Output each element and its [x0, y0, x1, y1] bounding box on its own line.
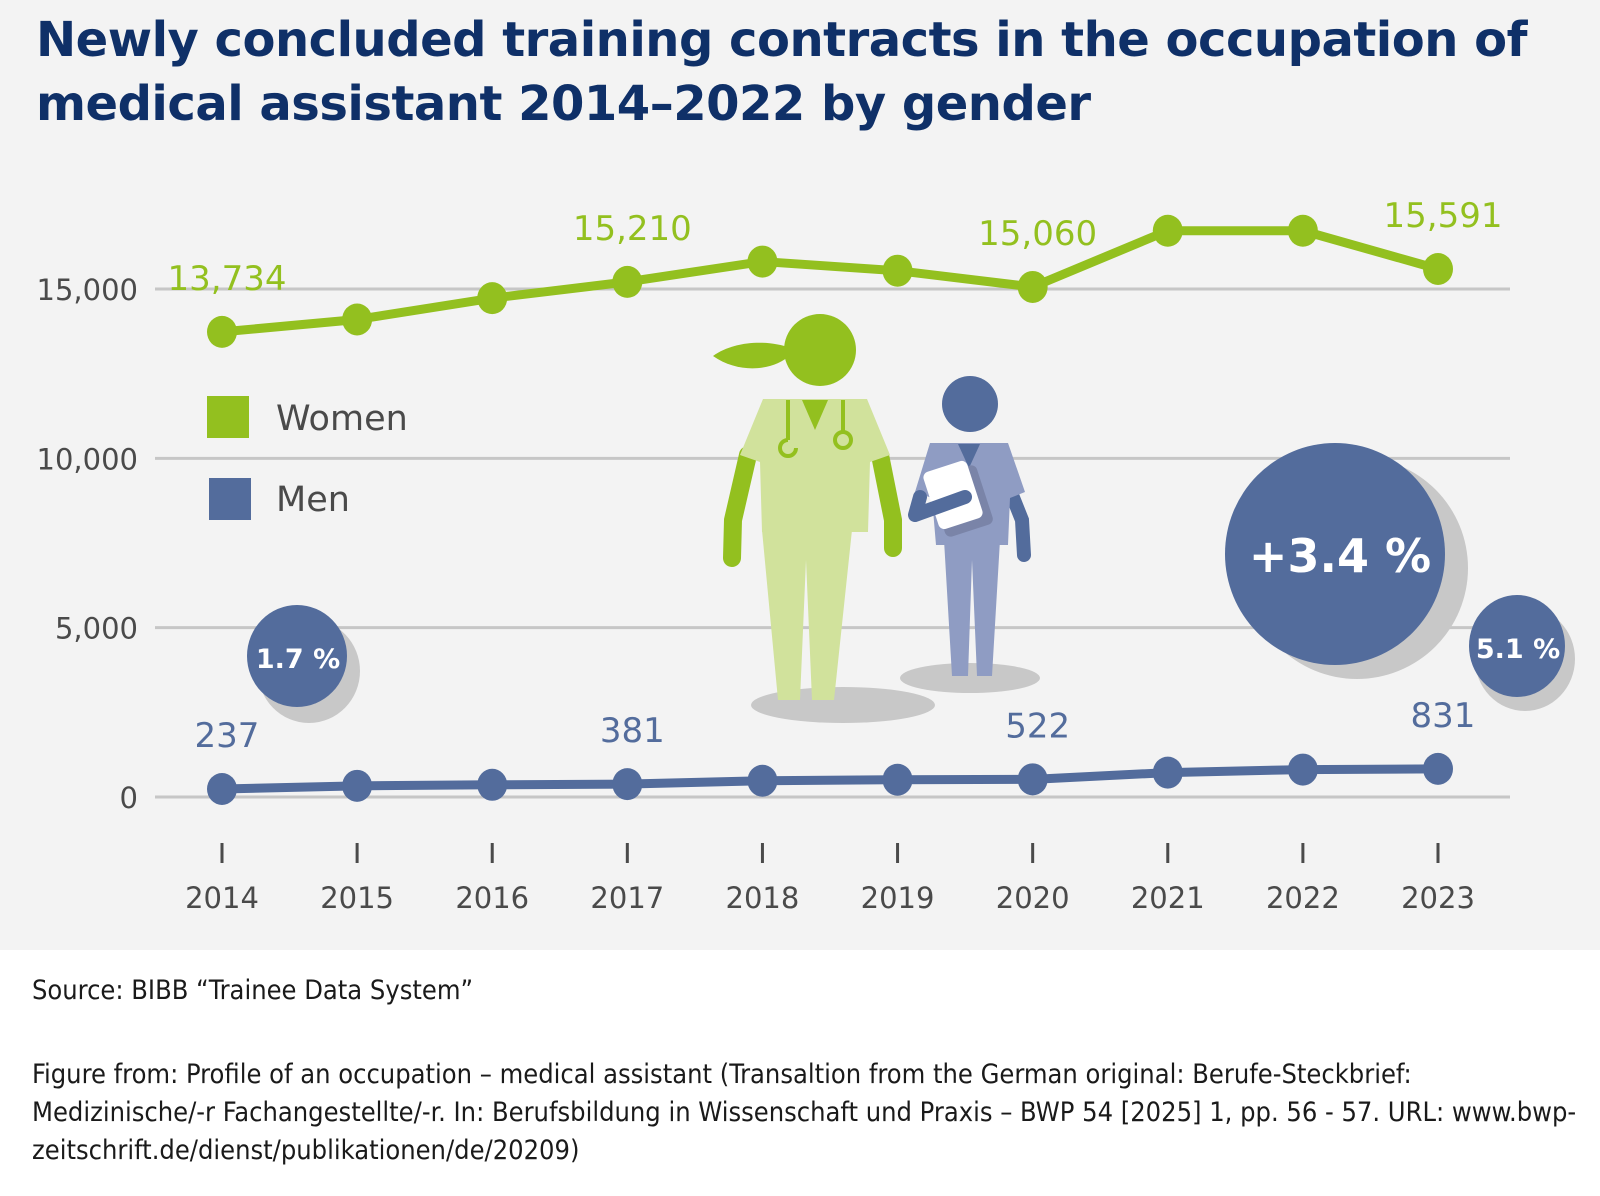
data-point-men — [747, 764, 778, 797]
data-label-men: 381 — [600, 711, 665, 751]
legend-label-women: Women — [276, 399, 408, 439]
bubble-circle — [247, 605, 347, 707]
change-bubble-total: +3.4 % — [1225, 443, 1468, 679]
data-point-women — [1152, 214, 1183, 247]
female-head — [784, 314, 856, 386]
data-label-men: 522 — [1005, 706, 1070, 746]
data-point-men — [1287, 753, 1318, 786]
x-tick-label: 2020 — [996, 881, 1070, 915]
female-scrub-top — [740, 399, 890, 532]
data-point-women — [1017, 270, 1048, 303]
male-right-arm — [1003, 483, 1031, 562]
data-labels: 13,734 15,210 15,060 15,591 237 381 522 831 — [168, 196, 1503, 756]
data-point-women — [882, 254, 913, 287]
x-tick-label: 2023 — [1401, 881, 1475, 915]
data-point-men — [342, 769, 373, 802]
figure-citation: Figure from: Profile of an occupation – … — [32, 1059, 1577, 1166]
data-point-men — [1017, 763, 1048, 796]
y-tick-label: 5,000 — [55, 612, 138, 646]
x-tick-label: 2016 — [455, 881, 529, 915]
stethoscope-chestpiece — [833, 430, 853, 450]
male-assistant-illustration — [900, 376, 1040, 693]
data-point-men — [1423, 752, 1453, 785]
data-point-women — [207, 315, 237, 348]
y-axis-ticks: 0 5,000 10,000 15,000 — [37, 273, 138, 815]
y-tick-label: 15,000 — [37, 273, 138, 307]
female-left-arm — [723, 446, 757, 567]
x-tick-label: 2015 — [320, 881, 394, 915]
male-head — [942, 376, 998, 432]
data-point-men — [882, 763, 913, 796]
data-point-women — [612, 265, 643, 298]
data-label-women: 15,210 — [573, 209, 692, 249]
bubble-label: +3.4 % — [1249, 529, 1431, 583]
data-label-women: 15,591 — [1384, 196, 1503, 236]
x-tick-label: 2017 — [590, 881, 664, 915]
data-point-women — [1423, 252, 1453, 285]
chart-title: Newly concluded training contracts in th… — [36, 12, 1527, 132]
series-line-women — [221, 226, 1440, 337]
data-point-women — [1287, 214, 1318, 247]
y-tick-label: 0 — [120, 781, 138, 815]
female-v-neck — [802, 400, 828, 430]
legend-swatch-women — [207, 396, 249, 438]
series — [207, 214, 1453, 805]
data-point-men — [612, 768, 643, 801]
data-point-men — [207, 772, 237, 805]
male-left-arm — [908, 490, 972, 522]
legend: Women Men — [207, 396, 408, 520]
legend-swatch-men — [209, 478, 251, 520]
data-label-women: 13,734 — [168, 259, 287, 299]
data-point-men — [1152, 756, 1183, 789]
female-legs — [762, 530, 852, 700]
x-tick-label: 2022 — [1266, 881, 1340, 915]
data-label-men: 237 — [195, 716, 260, 756]
y-tick-label: 10,000 — [37, 442, 138, 476]
male-v-neck — [958, 444, 980, 468]
bubble-label: 5.1 % — [1476, 634, 1560, 665]
share-bubble-2023: 5.1 % — [1469, 595, 1575, 711]
data-point-women — [477, 282, 508, 315]
data-label-women: 15,060 — [978, 214, 1097, 254]
data-point-women — [747, 245, 778, 278]
x-tick-label: 2021 — [1131, 881, 1205, 915]
female-assistant-illustration — [713, 314, 935, 723]
stethoscope-left-end — [778, 438, 798, 458]
male-legs — [944, 540, 1000, 676]
stethoscope-icon — [786, 400, 845, 440]
share-bubble-2014: 1.7 % — [247, 605, 360, 723]
data-point-men — [477, 768, 508, 801]
female-ponytail — [713, 342, 790, 369]
bubble-circle — [1469, 595, 1565, 697]
series-women — [207, 214, 1453, 348]
female-right-arm — [871, 446, 902, 557]
x-tick-label: 2018 — [726, 881, 800, 915]
data-label-men: 831 — [1411, 696, 1476, 736]
series-men — [207, 752, 1453, 805]
x-axis-ticks: 2014 2015 2016 2017 2018 2019 2020 2021 2022 2023 — [185, 843, 1475, 915]
legend-label-men: Men — [276, 480, 350, 520]
data-point-women — [342, 303, 373, 336]
bubble-circle — [1225, 443, 1445, 665]
source-note: Source: BIBB “Trainee Data System” — [32, 975, 474, 1006]
x-tick-label: 2019 — [861, 881, 935, 915]
x-tick-label: 2014 — [185, 881, 259, 915]
series-line-men — [221, 764, 1439, 794]
bubble-label: 1.7 % — [256, 644, 340, 675]
male-figure-shadow — [900, 663, 1040, 693]
